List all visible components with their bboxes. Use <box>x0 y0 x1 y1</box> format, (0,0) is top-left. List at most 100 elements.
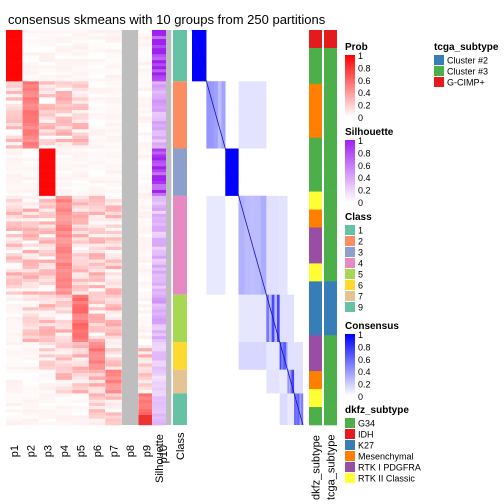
membership-cell <box>138 55 155 60</box>
membership-cell <box>55 256 72 260</box>
membership-cell <box>105 351 122 355</box>
silhouette-cell <box>152 288 166 292</box>
membership-cell <box>105 211 122 216</box>
membership-cell <box>88 253 106 257</box>
membership-cell <box>39 138 56 143</box>
consensus-block-shade <box>221 81 226 149</box>
membership-cell <box>22 161 39 165</box>
membership-cell <box>105 390 122 394</box>
membership-cell <box>39 300 56 305</box>
membership-cell <box>72 148 89 152</box>
membership-cell <box>6 338 23 343</box>
membership-cell <box>6 227 23 232</box>
consensus-offdiag <box>266 195 280 295</box>
membership-cell <box>138 323 155 327</box>
membership-cell <box>88 199 106 203</box>
membership-cell <box>39 164 56 168</box>
membership-cell <box>88 383 106 387</box>
silhouette-cell <box>152 187 166 191</box>
membership-cell <box>22 186 39 190</box>
membership-cell <box>22 406 39 410</box>
silhouette-cell <box>152 66 166 70</box>
membership-cell <box>22 142 39 146</box>
membership-cell <box>105 180 122 184</box>
tcga-subtype-cell <box>324 317 337 336</box>
membership-cell <box>72 186 89 190</box>
membership-cell <box>72 100 89 105</box>
silhouette-cell <box>152 219 166 224</box>
dkfz-subtype-cell <box>309 83 322 103</box>
membership-cell <box>88 319 106 324</box>
membership-cell <box>72 161 89 165</box>
membership-cell <box>39 221 56 225</box>
prob-legend-tick: 1 <box>358 51 363 61</box>
membership-cell <box>72 265 89 270</box>
membership-cell <box>138 202 155 206</box>
membership-cell <box>105 62 122 66</box>
membership-cell <box>55 78 72 82</box>
membership-cell <box>88 164 106 168</box>
membership-cell <box>22 157 39 162</box>
silhouette-cell <box>152 273 166 277</box>
membership-cell <box>22 329 39 333</box>
membership-cell <box>72 192 89 197</box>
silhouette-cell <box>152 399 166 403</box>
silhouette-cell <box>152 124 166 128</box>
silhouette-cell <box>152 279 166 283</box>
membership-cell <box>72 319 89 324</box>
membership-cell <box>39 126 56 130</box>
membership-cell <box>138 42 155 47</box>
membership-cell <box>88 145 106 149</box>
membership-cell <box>6 415 23 419</box>
membership-cell <box>6 87 23 92</box>
silhouette-cell <box>152 285 166 289</box>
silhouette-cell <box>152 57 166 61</box>
membership-cell <box>138 224 155 229</box>
tcga-subtype-cell <box>324 209 337 228</box>
membership-cell <box>88 345 106 349</box>
prob-legend-tick: 0 <box>358 113 363 123</box>
membership-cell <box>88 393 106 397</box>
membership-cell <box>138 412 155 416</box>
membership-cell <box>6 180 23 184</box>
membership-cell <box>6 307 23 311</box>
silhouette-legend-tick: 1 <box>358 136 363 146</box>
membership-cell <box>88 189 106 194</box>
membership-cell <box>72 199 89 203</box>
membership-cell <box>55 409 72 413</box>
consensus-block-shade <box>255 195 262 295</box>
membership-cell <box>55 30 72 34</box>
membership-cell <box>88 313 106 318</box>
membership-cell <box>22 313 39 318</box>
membership-cell <box>138 240 155 244</box>
membership-cell <box>6 154 23 159</box>
silhouette-cell <box>152 354 166 358</box>
membership-cell <box>55 342 72 346</box>
membership-cell <box>22 369 39 374</box>
membership-cell <box>22 240 39 244</box>
membership-cell <box>105 39 122 44</box>
membership-cell <box>138 161 155 165</box>
membership-cell <box>39 418 56 423</box>
membership-cell <box>6 103 23 108</box>
silhouette-cell <box>152 96 166 100</box>
membership-cell <box>105 227 122 232</box>
consensus-offdiag <box>279 393 288 425</box>
membership-cell <box>72 304 89 308</box>
silhouette-cell <box>152 145 166 149</box>
silhouette-cell <box>152 195 166 200</box>
membership-cell <box>138 366 155 370</box>
membership-cell <box>72 49 89 53</box>
consensus-legend-gradient <box>345 334 355 396</box>
membership-cell <box>72 46 89 50</box>
membership-cell <box>55 170 72 175</box>
membership-cell <box>72 291 89 295</box>
consensus-offdiag <box>238 342 267 370</box>
membership-cell <box>72 157 89 162</box>
membership-cell <box>138 396 155 401</box>
membership-cell <box>88 421 106 426</box>
silhouette-cell <box>152 45 166 49</box>
membership-cell <box>22 250 39 254</box>
membership-cell <box>55 415 72 419</box>
membership-cell <box>22 294 39 299</box>
